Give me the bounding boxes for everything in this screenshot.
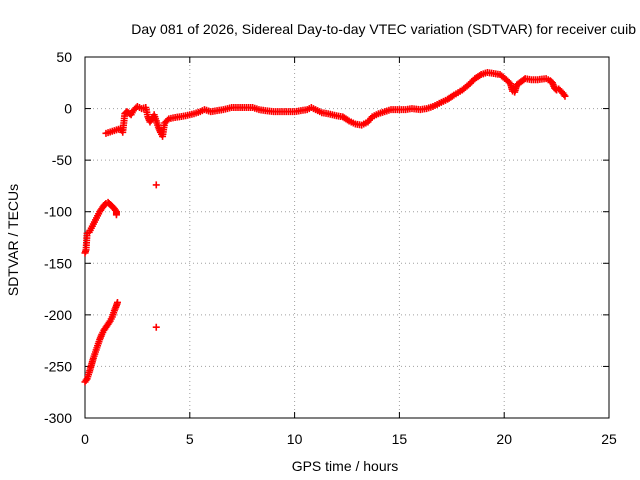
y-axis-label: SDTVAR / TECUs xyxy=(5,184,21,296)
data-point xyxy=(112,211,120,219)
x-axis-label: GPS time / hours xyxy=(292,458,399,474)
data-point xyxy=(152,181,160,189)
y-tick-labels: 50 0 -50 -100 -150 -200 -250 -300 xyxy=(44,49,72,426)
x-tick-label: 25 xyxy=(601,431,617,447)
data-points xyxy=(81,68,569,386)
y-tick-label: -150 xyxy=(44,255,72,271)
y-tick-label: -200 xyxy=(44,307,72,323)
y-tick-label: -50 xyxy=(52,152,72,168)
plot-frame xyxy=(84,56,610,419)
chart-title: Day 081 of 2026, Sidereal Day-to-day VTE… xyxy=(131,21,636,37)
x-tick-label: 10 xyxy=(287,431,303,447)
x-tick-labels: 0 5 10 15 20 25 xyxy=(81,431,617,447)
data-point xyxy=(113,298,121,306)
y-tick-label: -100 xyxy=(44,204,72,220)
y-tick-label: 50 xyxy=(56,49,72,65)
x-tick-label: 0 xyxy=(81,431,89,447)
y-tick-label: 0 xyxy=(64,101,72,117)
y-tick-label: -300 xyxy=(44,410,72,426)
x-tick-label: 5 xyxy=(186,431,194,447)
axis-ticks xyxy=(84,56,610,419)
y-tick-label: -250 xyxy=(44,358,72,374)
x-tick-label: 15 xyxy=(392,431,408,447)
x-tick-label: 20 xyxy=(496,431,512,447)
grid-lines xyxy=(85,57,609,418)
data-point xyxy=(152,323,160,331)
data-point xyxy=(561,92,569,100)
